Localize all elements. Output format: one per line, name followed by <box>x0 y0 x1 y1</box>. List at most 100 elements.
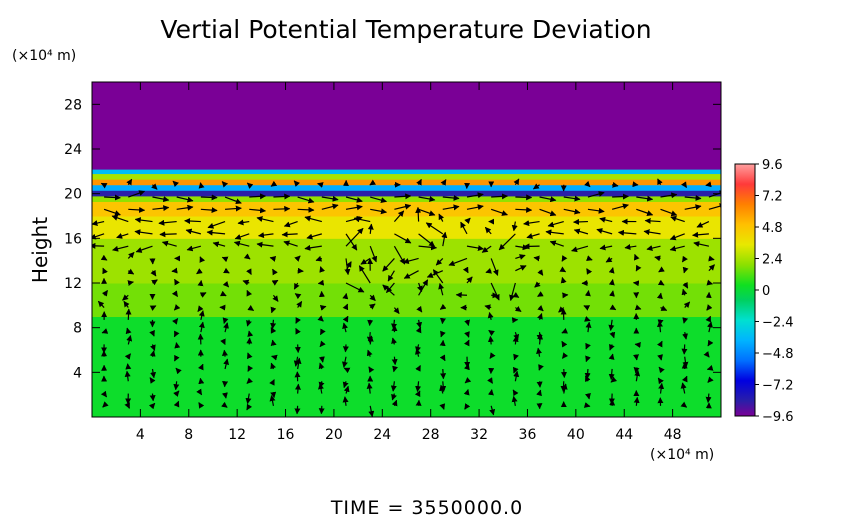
wind-vector <box>223 358 230 370</box>
wind-vector <box>512 292 520 298</box>
wind-vector <box>633 253 640 261</box>
wind-vector <box>442 195 460 201</box>
wind-vector <box>225 205 242 212</box>
plot-frame <box>91 81 722 418</box>
wind-vector <box>705 315 712 323</box>
wind-vector <box>586 255 593 261</box>
wind-vector <box>658 382 665 394</box>
wind-vector <box>658 366 665 374</box>
wind-vector <box>585 355 591 363</box>
wind-vector <box>295 317 301 324</box>
wind-vector <box>134 217 153 224</box>
wind-vector <box>247 365 254 372</box>
wind-vector <box>611 203 629 210</box>
wind-vector <box>608 267 615 274</box>
wind-vector <box>708 190 721 198</box>
y-tick-label: 16 <box>64 231 82 247</box>
wind-vector <box>683 301 691 309</box>
wind-vector <box>466 192 484 199</box>
wind-vector <box>586 268 593 275</box>
wind-vector <box>560 276 567 284</box>
wind-vector <box>103 208 121 216</box>
wind-vector <box>440 368 447 380</box>
wind-vector <box>243 253 251 260</box>
wind-vector <box>319 328 326 336</box>
wind-vector <box>221 401 228 408</box>
wind-vector <box>537 313 543 321</box>
wind-vector <box>297 206 315 213</box>
wind-vector <box>342 344 349 353</box>
wind-vector <box>171 290 179 297</box>
wind-vector <box>644 217 661 224</box>
wind-vector <box>707 321 713 333</box>
wind-vector <box>104 194 121 201</box>
wind-vector <box>270 339 277 347</box>
field-band-3 <box>92 216 721 239</box>
y-axis-label: Height <box>28 217 52 283</box>
wind-vector <box>100 254 108 261</box>
colorbar-tick-label: 9.6 <box>762 158 783 173</box>
wind-vector <box>440 381 447 393</box>
wind-vector <box>270 306 277 314</box>
wind-vector <box>660 192 678 199</box>
wind-vector <box>462 266 469 274</box>
wind-vector <box>269 255 277 262</box>
wind-vector <box>523 220 540 227</box>
wind-vector <box>315 255 323 262</box>
colorbar-tick-label: 7.2 <box>762 190 783 205</box>
x-tick-label: 28 <box>422 427 440 443</box>
y-unit-label: (×10⁴ m) <box>12 48 76 64</box>
wind-vector <box>161 240 177 247</box>
wind-vector <box>127 251 135 259</box>
wind-vector <box>585 342 591 350</box>
wind-vector <box>511 221 518 232</box>
wind-vector <box>296 301 303 308</box>
x-tick-label: 12 <box>228 427 246 443</box>
wind-vector <box>416 319 423 329</box>
wind-vector <box>587 191 605 198</box>
wind-vector <box>101 290 108 297</box>
wind-vector <box>172 318 179 325</box>
wind-vector <box>656 340 663 348</box>
wind-vector <box>366 382 373 394</box>
wind-vector <box>256 216 274 223</box>
wind-vector <box>369 294 376 302</box>
x-tick-label: 16 <box>277 427 295 443</box>
wind-vector <box>126 335 133 345</box>
wind-vector <box>438 213 445 222</box>
wind-vector <box>382 258 395 272</box>
wind-vector <box>102 401 109 408</box>
wind-vector <box>654 255 661 262</box>
wind-vector <box>391 319 398 330</box>
wind-vector <box>370 208 388 215</box>
wind-vector <box>319 304 327 311</box>
wind-vector <box>293 356 300 367</box>
wind-vector <box>345 282 365 293</box>
wind-vector <box>222 317 229 324</box>
wind-vector <box>636 195 654 202</box>
wind-vector <box>270 180 278 187</box>
wind-vector <box>561 255 568 262</box>
wind-vector <box>547 221 564 228</box>
wind-vector <box>418 244 438 251</box>
x-tick-label: 4 <box>136 427 145 443</box>
chart-title: Vertial Potential Temperature Deviation <box>160 15 651 44</box>
wind-vector <box>150 269 157 277</box>
wind-vector <box>221 181 229 188</box>
wind-vector <box>223 322 229 333</box>
wind-vector <box>297 196 315 204</box>
time-label: TIME = 3550000.0 <box>330 497 523 519</box>
colorbar-tick-label: −4.8 <box>762 347 794 362</box>
wind-vector <box>246 377 253 384</box>
wind-vector <box>186 245 202 252</box>
wind-vector <box>319 340 326 348</box>
wind-vector <box>249 193 267 200</box>
temperature-field <box>92 82 721 417</box>
wind-vector <box>596 228 613 235</box>
wind-vector <box>171 267 178 274</box>
wind-vector <box>97 300 105 308</box>
wind-vector <box>466 204 484 211</box>
wind-vector <box>317 279 325 286</box>
y-axis: 4 8 12 16 20 24 28 <box>64 97 721 381</box>
wind-vector <box>387 270 395 282</box>
